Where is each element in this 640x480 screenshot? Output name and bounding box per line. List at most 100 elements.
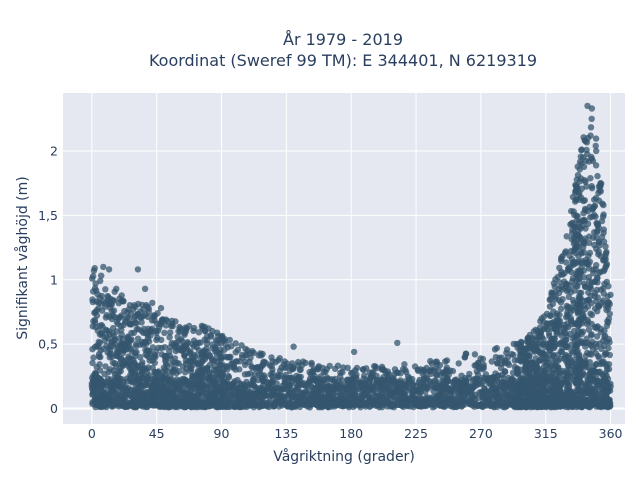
data-point	[187, 368, 195, 375]
data-point	[378, 366, 385, 373]
data-point	[578, 250, 585, 257]
data-point	[532, 399, 539, 406]
data-point	[208, 341, 216, 348]
data-point	[104, 391, 112, 399]
data-point	[168, 385, 176, 392]
data-point	[343, 385, 350, 393]
data-point	[544, 326, 551, 333]
data-point	[537, 350, 544, 357]
data-point	[508, 350, 515, 358]
data-point	[572, 249, 579, 257]
data-point	[560, 391, 567, 398]
data-point	[350, 348, 358, 356]
data-point	[562, 351, 570, 359]
data-point	[201, 352, 208, 359]
data-point	[286, 400, 293, 407]
data-point	[108, 379, 115, 387]
data-point	[552, 401, 560, 408]
data-point	[466, 370, 473, 378]
data-point	[583, 146, 590, 154]
x-tick-label: 315	[534, 426, 558, 441]
data-point	[97, 277, 104, 285]
data-point	[600, 201, 607, 209]
data-point	[327, 401, 334, 408]
data-point	[297, 394, 304, 401]
data-point	[294, 376, 301, 383]
data-point	[516, 377, 523, 384]
chart-subtitle: Koordinat (Sweref 99 TM): E 344401, N 62…	[149, 51, 537, 70]
data-point	[566, 252, 573, 259]
data-point	[354, 392, 362, 400]
data-point	[581, 280, 588, 288]
data-point	[145, 353, 153, 361]
data-point	[145, 328, 152, 336]
data-point	[219, 361, 226, 368]
data-point	[455, 360, 462, 367]
data-point	[511, 357, 518, 364]
data-point	[255, 402, 262, 409]
data-point	[130, 306, 137, 313]
data-point	[212, 387, 219, 395]
data-point	[157, 304, 165, 312]
data-point	[605, 299, 612, 306]
data-point	[387, 391, 394, 398]
data-point	[275, 371, 282, 379]
data-point	[588, 351, 595, 358]
data-point	[554, 351, 562, 358]
data-point	[152, 348, 160, 355]
data-point	[574, 347, 581, 354]
x-tick-label: 0	[88, 426, 96, 441]
data-point	[558, 379, 566, 386]
data-point	[553, 329, 561, 336]
data-point	[552, 357, 559, 364]
data-point	[291, 401, 298, 408]
data-point	[378, 379, 385, 386]
data-point	[248, 363, 255, 370]
data-point	[576, 267, 583, 274]
data-point	[600, 297, 607, 304]
data-point	[353, 364, 361, 372]
data-point	[176, 323, 183, 331]
data-point	[496, 354, 503, 361]
data-point	[565, 303, 572, 311]
data-point	[95, 395, 102, 402]
data-point	[580, 360, 587, 367]
data-point	[543, 380, 550, 387]
data-point	[166, 348, 173, 355]
data-point	[566, 365, 573, 372]
data-point	[315, 375, 323, 383]
data-point	[601, 280, 608, 288]
data-point	[586, 203, 593, 210]
data-point	[138, 319, 145, 326]
data-point	[394, 339, 401, 347]
data-point	[230, 402, 237, 410]
data-point	[593, 229, 601, 236]
data-point	[453, 401, 460, 409]
data-point	[153, 329, 160, 337]
data-point	[269, 378, 276, 385]
data-point	[510, 340, 517, 348]
data-point	[301, 388, 309, 395]
data-point	[572, 379, 580, 386]
data-point	[459, 388, 466, 396]
data-point	[221, 346, 228, 353]
data-point	[96, 339, 104, 347]
data-point	[296, 366, 303, 373]
data-point	[149, 299, 156, 307]
data-point	[326, 394, 333, 401]
x-tick-label: 270	[469, 426, 493, 441]
data-point	[394, 380, 402, 387]
data-point	[111, 288, 118, 295]
data-point	[581, 197, 588, 204]
data-point	[127, 375, 134, 382]
data-point	[181, 351, 188, 358]
data-point	[184, 340, 191, 347]
data-point	[91, 319, 99, 326]
data-point	[375, 401, 382, 409]
data-point	[190, 343, 198, 350]
data-point	[576, 166, 583, 173]
data-point	[438, 401, 445, 408]
data-point	[602, 370, 609, 377]
data-point	[113, 318, 120, 326]
data-point	[367, 375, 374, 382]
